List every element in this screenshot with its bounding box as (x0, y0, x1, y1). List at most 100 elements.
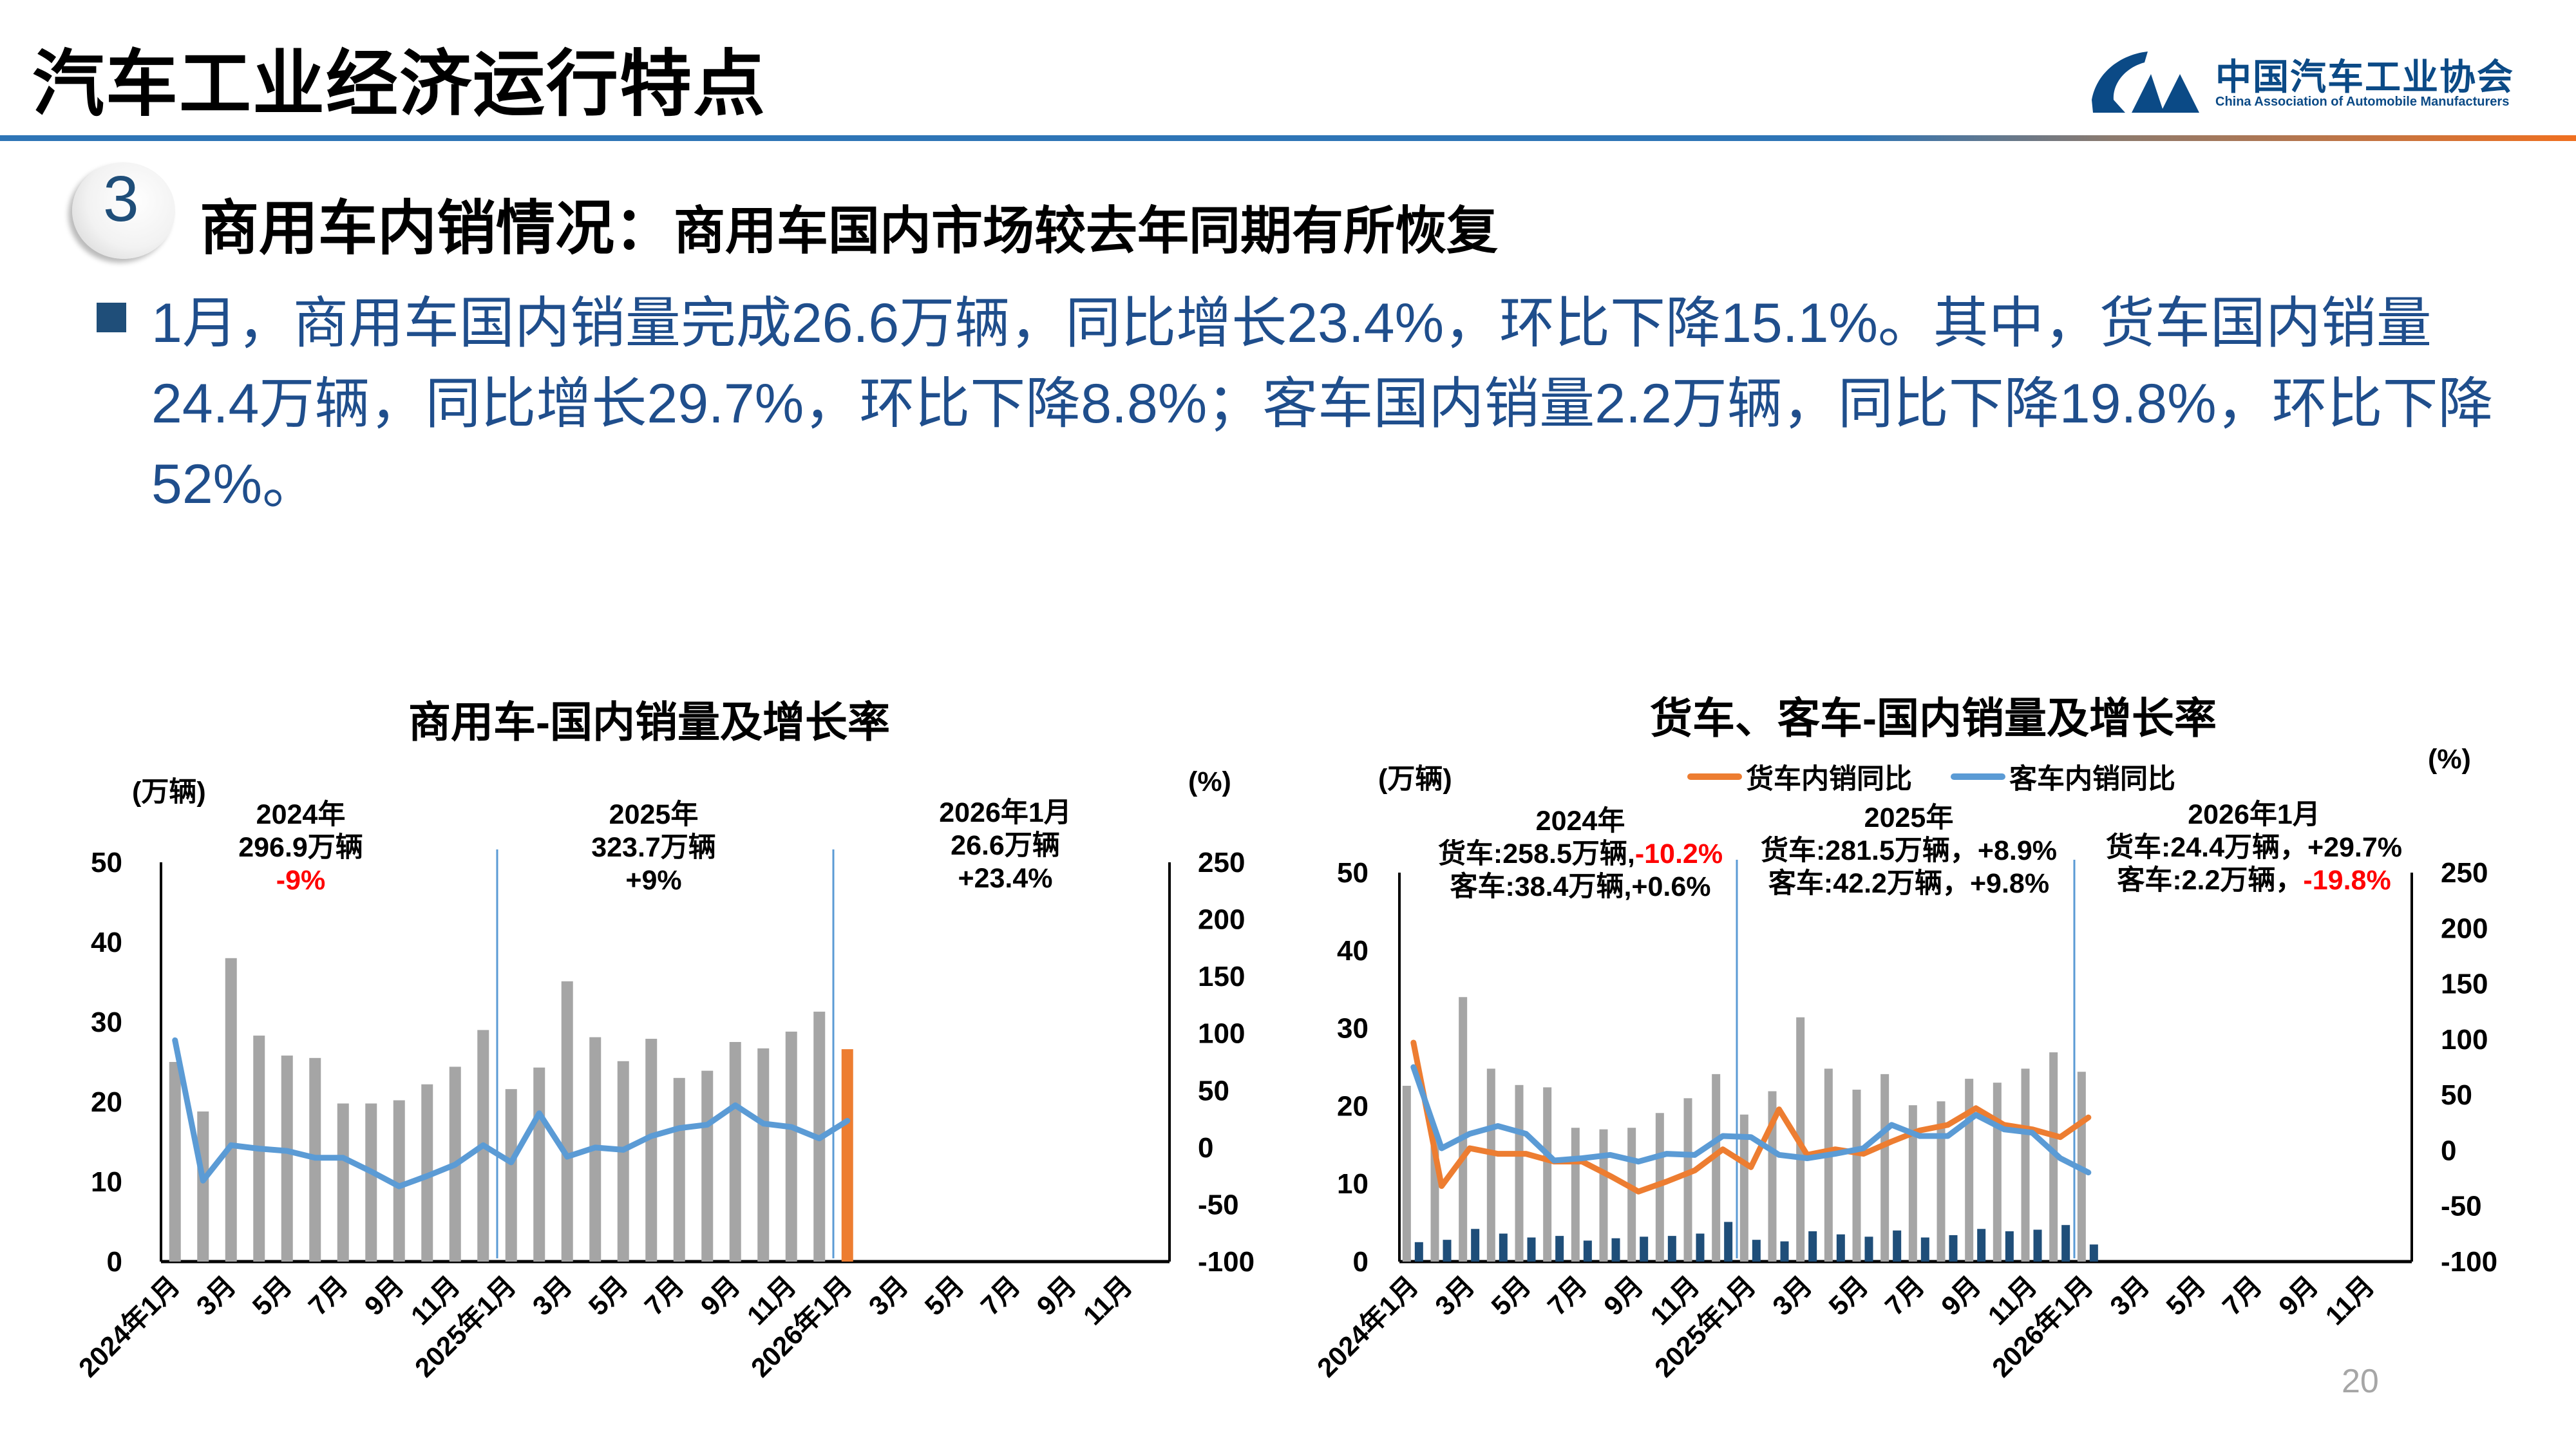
bar (225, 958, 237, 1262)
bar (673, 1077, 685, 1262)
line-point (1469, 1133, 1471, 1135)
page-number: 20 (2342, 1363, 2379, 1400)
line-point (370, 1171, 372, 1173)
line-point (1525, 1133, 1527, 1135)
y2-tick-label: 200 (1198, 904, 1245, 936)
chart-2: 0 10 20 30 40 50 -100 -50 0 50 100 150 200 250 2024年1月… (1311, 857, 2497, 1383)
x-tick-label: 5月 (247, 1270, 298, 1321)
bus-bar (1471, 1229, 1480, 1262)
line-point (1581, 1160, 1583, 1162)
line-point (230, 1144, 232, 1146)
annotation-highlight: -19.8% (2303, 865, 2391, 896)
y2-tick-label: -100 (1198, 1246, 1255, 1278)
annotation-line: 货车:258.5万辆,-10.2% (1438, 838, 1723, 871)
line-point (258, 1148, 260, 1150)
line-point (1834, 1148, 1836, 1150)
line-point (594, 1146, 596, 1148)
line-point (174, 1039, 176, 1041)
bar (757, 1048, 770, 1262)
x-tick-label: 2024年1月 (1311, 1270, 1424, 1383)
line-point (1638, 1160, 1640, 1162)
y2-tick-label: 250 (1198, 847, 1245, 878)
bar (1993, 1083, 2002, 1262)
x-tick-label: 9月 (2273, 1270, 2324, 1321)
line-point (1891, 1141, 1893, 1142)
bus-bar (1977, 1229, 1986, 1262)
annotation-line: 2026年1月 (939, 797, 1072, 828)
caam-logo: 中国汽车工业协会 China Association of Automobile… (2087, 48, 2513, 119)
line-point (2003, 1124, 2005, 1126)
annotation-line: 客车:2.2万辆，-19.8% (2106, 864, 2402, 897)
y2-tick-label: 200 (2441, 913, 2488, 944)
bar (1486, 1068, 1495, 1262)
bar (1739, 1114, 1748, 1262)
x-tick-label: 7月 (2217, 1270, 2268, 1321)
bus-bar (1499, 1233, 1508, 1262)
line-point (1497, 1125, 1499, 1127)
bar (1712, 1074, 1721, 1262)
annotation-line: 26.6万辆 (951, 830, 1060, 861)
line-point (1412, 1042, 1414, 1044)
line-point (482, 1144, 484, 1146)
annotation-line: 客车:42.2万辆，+9.8% (1768, 868, 2050, 899)
x-tick-label: 5月 (919, 1270, 970, 1321)
line-point (1581, 1157, 1583, 1159)
section-number: 3 (103, 163, 139, 235)
line-point (1525, 1153, 1527, 1155)
bar (505, 1089, 517, 1262)
bus-bar (1808, 1231, 1817, 1262)
line-point (510, 1161, 512, 1163)
line-point (1497, 1153, 1499, 1155)
section-heading-sub: 商用车国内市场较去年同期有所恢复 (674, 202, 1499, 260)
y-tick-label: 0 (1353, 1246, 1368, 1278)
bus-bar (1724, 1222, 1733, 1262)
caam-logo-mark-icon (2092, 52, 2199, 113)
line-point (706, 1124, 708, 1126)
annotation-line: 货车:24.4万辆，+29.7% (2105, 832, 2403, 863)
bar (1655, 1113, 1664, 1262)
legend-swatch-bus (1951, 773, 2005, 780)
bar (701, 1070, 714, 1262)
y2-tick-label: 150 (1198, 961, 1245, 992)
line-point (1834, 1153, 1836, 1155)
bus-bar (2005, 1231, 2014, 1262)
x-tick-label: 11月 (1077, 1270, 1138, 1331)
line-point (1638, 1191, 1640, 1193)
annotation-line: +9% (625, 865, 682, 896)
line-series (1410, 1039, 2092, 1195)
bus-bar (2061, 1225, 2070, 1262)
line-point (426, 1175, 428, 1177)
bus-bar (2033, 1229, 2042, 1262)
bar (617, 1061, 629, 1262)
bar (1683, 1098, 1692, 1262)
x-tick-label: 9月 (1031, 1270, 1082, 1321)
line-point (846, 1120, 848, 1122)
bar (645, 1039, 658, 1262)
line-point (1469, 1147, 1471, 1149)
line-point (622, 1149, 624, 1151)
x-tick-label: 3月 (191, 1270, 242, 1321)
x-tick-label: 7月 (303, 1270, 354, 1321)
annotation-highlight: -10.2% (1634, 838, 1723, 869)
line-point (1778, 1108, 1780, 1110)
annotation-line: +23.4% (958, 863, 1053, 894)
bar (1402, 1085, 1411, 1262)
x-tick-label: 7月 (1542, 1270, 1593, 1321)
line-point (1665, 1180, 1667, 1182)
bar (1937, 1101, 1946, 1262)
line-point (342, 1157, 344, 1159)
bar (281, 1056, 293, 1262)
x-tick-label: 3月 (527, 1270, 578, 1321)
bus-bar (1696, 1233, 1705, 1262)
annotation-highlight: -9% (276, 865, 326, 896)
x-tick-label: 2024年1月 (73, 1270, 185, 1383)
chart1-y-unit: (万辆) (132, 777, 206, 808)
chart2-y-unit: (万辆) (1378, 764, 1452, 795)
bus-bar (1414, 1242, 1423, 1262)
chart2-y2-unit: (%) (2428, 744, 2471, 775)
x-tick-label: 5月 (1823, 1270, 1873, 1321)
bus-bar (1527, 1237, 1536, 1262)
line-point (1722, 1148, 1724, 1150)
chart1-title: 商用车-国内销量及增长率 (408, 698, 890, 746)
